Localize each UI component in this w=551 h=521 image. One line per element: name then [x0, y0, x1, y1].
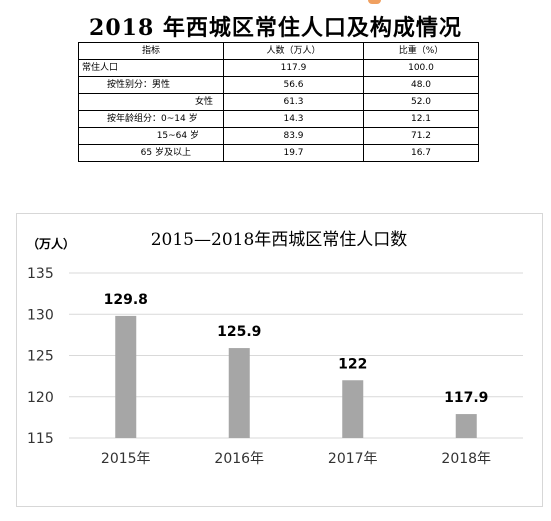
bar-chart: 115 120 125 130 135 129.8 125.9 122 117.9 2015年… — [27, 230, 523, 467]
grid-lines — [69, 272, 523, 439]
population-table: 指标 人数（万人） 比重（%） 常住人口 117.9 100.0 按性别分：男性… — [78, 42, 479, 162]
row-count: 19.7 — [223, 144, 364, 162]
row-count: 61.3 — [223, 93, 364, 111]
chart-title: 2015—2018年西城区常住人口数 — [151, 230, 408, 250]
bars — [115, 315, 477, 438]
row-label: 按年龄组分：0~14 岁 — [78, 110, 224, 128]
y-tick-label: 130 — [27, 307, 54, 323]
table-row: 65 岁及以上 19.7 16.7 — [78, 144, 479, 162]
row-share: 16.7 — [363, 144, 479, 162]
x-tick-labels: 2015年 2016年 2017年 2018年 — [101, 451, 491, 467]
table-header-row: 指标 人数（万人） 比重（%） — [78, 42, 479, 60]
y-tick-labels: 115 120 125 130 135 — [27, 266, 54, 447]
row-label: 女性 — [78, 93, 224, 111]
bar — [228, 348, 250, 438]
x-tick-label: 2018年 — [441, 451, 491, 467]
row-count: 56.6 — [223, 76, 364, 94]
table-row: 常住人口 117.9 100.0 — [78, 59, 479, 77]
data-labels: 129.8 125.9 122 117.9 — [104, 292, 489, 406]
y-tick-label: 120 — [27, 390, 54, 406]
row-label: 常住人口 — [78, 59, 224, 77]
y-axis-unit: （万人） — [27, 236, 75, 251]
header-count: 人数（万人） — [223, 42, 364, 60]
bar — [455, 414, 477, 438]
bar — [342, 380, 364, 438]
row-share: 52.0 — [363, 93, 479, 111]
table-row: 按性别分：男性 56.6 48.0 — [78, 76, 479, 94]
data-label: 129.8 — [104, 292, 148, 308]
row-label: 15~64 岁 — [78, 127, 224, 145]
row-label: 65 岁及以上 — [78, 144, 224, 162]
header-share: 比重（%） — [363, 42, 479, 60]
table-row: 女性 61.3 52.0 — [78, 93, 479, 111]
data-label: 122 — [338, 356, 367, 372]
y-tick-label: 115 — [27, 431, 54, 447]
y-tick-label: 135 — [27, 266, 54, 282]
chart-panel: 115 120 125 130 135 129.8 125.9 122 117.9 2015年… — [16, 213, 543, 507]
row-share: 12.1 — [363, 110, 479, 128]
y-tick-label: 125 — [27, 349, 54, 365]
row-label: 按性别分：男性 — [78, 76, 224, 94]
x-tick-label: 2015年 — [101, 451, 151, 467]
data-label: 117.9 — [444, 390, 488, 406]
table-row: 15~64 岁 83.9 71.2 — [78, 127, 479, 145]
row-count: 14.3 — [223, 110, 364, 128]
table-row: 按年龄组分：0~14 岁 14.3 12.1 — [78, 110, 479, 128]
row-count: 117.9 — [223, 59, 364, 77]
page-title: 2018 年西城区常住人口及构成情况 — [89, 15, 462, 41]
data-label: 125.9 — [217, 324, 261, 340]
bar — [115, 315, 137, 438]
header-indicator: 指标 — [78, 42, 224, 60]
x-tick-label: 2016年 — [214, 451, 264, 467]
decoration-mark — [368, 0, 381, 4]
row-share: 48.0 — [363, 76, 479, 94]
row-share: 100.0 — [363, 59, 479, 77]
row-count: 83.9 — [223, 127, 364, 145]
row-share: 71.2 — [363, 127, 479, 145]
x-tick-label: 2017年 — [328, 451, 378, 467]
